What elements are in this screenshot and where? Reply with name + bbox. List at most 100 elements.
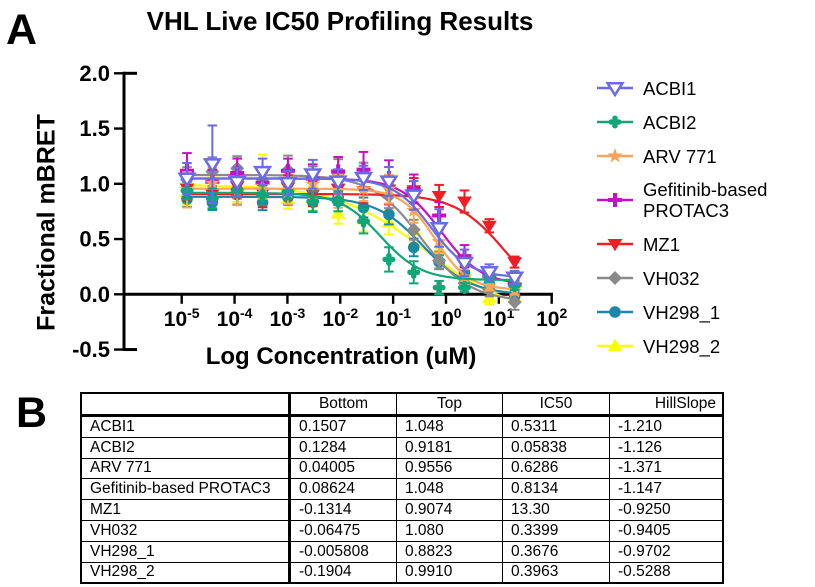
value-cell: 0.9910 xyxy=(396,561,503,584)
value-cell: -0.9405 xyxy=(609,519,724,542)
fit-curve-ACBI2 xyxy=(187,191,515,282)
table-row: Gefitinib-based PROTAC3 0.08624 1.048 0.813… xyxy=(80,478,724,501)
marker-clover xyxy=(457,281,471,295)
legend-label: Gefitinib-based PROTAC3 xyxy=(643,179,768,221)
legend-entry-ACBI1: ACBI1 xyxy=(596,77,814,99)
legend-entry-VH032: VH032 xyxy=(596,267,814,289)
value-cell: 0.8823 xyxy=(396,540,503,563)
legend-entry-MZ1: MZ1 xyxy=(596,233,814,255)
compound-name-cell: ACBI1 xyxy=(80,415,291,438)
dose-response-chart: 2.0 1.5 1.0 0.5 0.0 -0.5 10-5 10-4 10-3 10-2 10-1 1… xyxy=(72,61,567,362)
table-row: VH298_1 -0.005808 0.8823 0.3676 -0.9702 xyxy=(80,540,724,563)
table-row: ACBI1 0.1507 1.048 0.5311 -1.210 xyxy=(80,415,724,438)
value-cell: 0.08624 xyxy=(289,478,397,501)
x-tick-label: 101 xyxy=(483,305,514,331)
legend-entry-Gefitinib-based PROTAC3: Gefitinib-based PROTAC3 xyxy=(596,179,814,221)
value-cell: 0.1284 xyxy=(289,436,397,459)
value-cell: 0.04005 xyxy=(289,457,397,480)
legend-entry-ACBI2: ACBI2 xyxy=(596,111,814,133)
panel-b-label: B xyxy=(16,389,48,437)
marker-circle xyxy=(383,208,395,221)
panel-a-label: A xyxy=(6,6,38,54)
value-cell: -0.06475 xyxy=(289,519,397,542)
y-tick-label: 0.5 xyxy=(79,227,110,252)
compound-name-cell: VH032 xyxy=(80,519,291,542)
y-axis-title: Fractional mBRET xyxy=(32,114,61,331)
marker-triangle-down xyxy=(431,190,447,204)
table-row: ARV 771 0.04005 0.9556 0.6286 -1.371 xyxy=(80,457,724,480)
marker-triangle-down-open xyxy=(252,165,273,182)
legend-marker-circle-icon xyxy=(597,306,633,318)
marker-triangle-down-open xyxy=(177,172,197,188)
marker-triangle-down xyxy=(481,220,497,233)
value-cell: -1.147 xyxy=(609,478,724,501)
value-cell: -1.126 xyxy=(609,436,724,459)
marker-triangle-down-open xyxy=(429,221,449,238)
marker-triangle-down-open xyxy=(605,81,625,98)
table-header-row: Bottom Top IC50 HillSlope xyxy=(80,392,724,417)
table-row: VH298_2 -0.1904 0.9910 0.3963 -0.5288 xyxy=(80,561,724,584)
value-cell: -0.9250 xyxy=(609,499,724,521)
y-tick-label: -0.5 xyxy=(72,337,110,362)
y-tick-label: 1.0 xyxy=(79,171,110,196)
x-tick-label: 10-5 xyxy=(164,305,200,331)
marker-triangle-down xyxy=(607,239,623,252)
legend-marker-clover-icon xyxy=(597,115,633,129)
marker-clover xyxy=(306,194,320,208)
y-tick-label: 1.5 xyxy=(79,116,110,141)
marker-triangle-up xyxy=(607,338,623,351)
marker-triangle-down-open xyxy=(278,176,298,193)
marker-clover xyxy=(407,265,421,279)
value-cell: -1.371 xyxy=(609,457,724,480)
marker-circle xyxy=(357,201,370,214)
marker-triangle-down-open xyxy=(454,256,475,273)
compound-name-cell: VH298_1 xyxy=(80,540,291,563)
compound-name-cell: ARV 771 xyxy=(80,457,291,480)
column-header: Top xyxy=(396,392,503,417)
legend-marker-star-icon xyxy=(597,148,633,163)
legend-label: VH032 xyxy=(643,267,700,289)
legend-label: MZ1 xyxy=(643,233,680,255)
marker-triangle-down-open xyxy=(505,271,525,287)
table-row: MZ1 -0.1314 0.9074 13.30 -0.9250 xyxy=(80,499,724,521)
column-header: IC50 xyxy=(502,392,610,417)
compound-name-cell: MZ1 xyxy=(80,499,291,521)
value-cell: 0.3676 xyxy=(502,540,610,563)
value-cell: 0.9181 xyxy=(396,436,503,459)
compound-name-cell: Gefitinib-based PROTAC3 xyxy=(80,478,291,501)
marker-triangle-up xyxy=(330,206,346,219)
table-row: ACBI2 0.1284 0.9181 0.05838 -1.126 xyxy=(80,436,724,459)
legend-label: ACBI2 xyxy=(643,111,697,133)
value-cell: 0.05838 xyxy=(502,436,610,459)
chart-title: VHL Live IC50 Profiling Results xyxy=(146,6,534,36)
legend-label: ACBI1 xyxy=(643,77,697,99)
column-header: HillSlope xyxy=(609,392,724,417)
compound-name-cell: ACBI2 xyxy=(80,436,291,459)
marker-diamond xyxy=(507,295,522,310)
value-cell: -0.5288 xyxy=(609,561,724,584)
value-cell: 0.8134 xyxy=(502,478,610,501)
value-cell: -0.005808 xyxy=(289,540,397,563)
marker-triangle-down-open xyxy=(328,175,348,191)
fit-parameters-table: Bottom Top IC50 HillSlope ACBI1 0.1507 1.048 0.… xyxy=(80,392,724,585)
marker-circle xyxy=(609,306,621,318)
marker-triangle-down-open xyxy=(202,158,223,174)
value-cell: 0.5311 xyxy=(502,415,610,438)
marker-diamond xyxy=(406,222,421,237)
value-cell: -1.210 xyxy=(609,415,724,438)
marker-triangle-down-open xyxy=(404,189,424,205)
marker-star xyxy=(607,148,623,163)
marker-circle xyxy=(407,241,420,254)
value-cell: -0.1314 xyxy=(289,499,397,521)
x-tick-label: 10-1 xyxy=(375,305,411,331)
marker-diamond xyxy=(432,253,447,268)
value-cell: 0.6286 xyxy=(502,457,610,480)
marker-clover xyxy=(382,252,396,266)
value-cell: 1.080 xyxy=(396,519,503,542)
value-cell: 13.30 xyxy=(502,499,610,521)
marker-triangle-down xyxy=(457,196,472,209)
marker-triangle-down-open xyxy=(353,171,374,188)
column-header xyxy=(80,392,291,417)
x-tick-label: 10-3 xyxy=(270,305,306,331)
